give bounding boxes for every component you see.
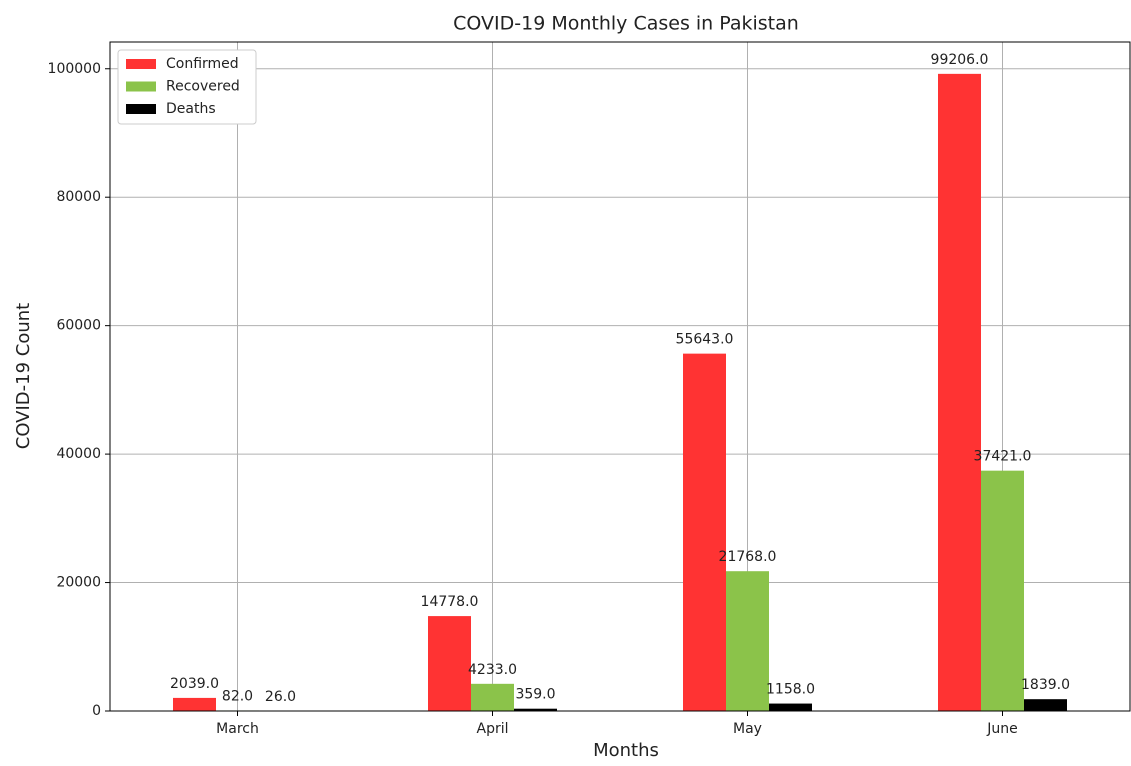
- legend-swatch: [126, 82, 156, 92]
- x-tick-label: June: [986, 721, 1018, 737]
- value-label: 21768.0: [719, 549, 777, 565]
- bar: [471, 684, 514, 711]
- value-label: 1158.0: [766, 682, 815, 698]
- x-axis-label: Months: [593, 740, 659, 761]
- value-label: 359.0: [515, 687, 555, 703]
- y-tick-label: 80000: [56, 189, 101, 205]
- value-label: 82.0: [222, 688, 253, 704]
- y-tick-label: 20000: [56, 575, 101, 591]
- value-label: 4233.0: [468, 662, 517, 678]
- value-label: 14778.0: [421, 594, 479, 610]
- legend-swatch: [126, 59, 156, 69]
- value-label: 55643.0: [676, 332, 734, 348]
- x-tick-label: April: [477, 721, 509, 737]
- bar: [1024, 699, 1067, 711]
- value-label: 2039.0: [170, 676, 219, 692]
- bar: [938, 74, 981, 711]
- value-label: 1839.0: [1021, 677, 1070, 693]
- y-tick-label: 40000: [56, 446, 101, 462]
- bar: [428, 616, 471, 711]
- legend-label: Confirmed: [166, 56, 239, 72]
- y-tick-label: 60000: [56, 318, 101, 334]
- legend-label: Deaths: [166, 101, 216, 117]
- bar: [173, 698, 216, 711]
- bar: [683, 354, 726, 711]
- legend-label: Recovered: [166, 79, 240, 95]
- bar: [726, 571, 769, 711]
- x-tick-label: March: [216, 721, 259, 737]
- y-axis-label: COVID-19 Count: [13, 303, 34, 449]
- y-tick-label: 100000: [48, 61, 101, 77]
- value-label: 99206.0: [931, 52, 989, 68]
- value-label: 37421.0: [974, 449, 1032, 465]
- value-label: 26.0: [265, 689, 296, 705]
- x-tick-label: May: [733, 721, 762, 737]
- chart-title: COVID-19 Monthly Cases in Pakistan: [453, 13, 799, 35]
- bar: [981, 471, 1024, 711]
- legend-swatch: [126, 104, 156, 114]
- y-tick-label: 0: [92, 703, 101, 719]
- bar: [769, 704, 812, 711]
